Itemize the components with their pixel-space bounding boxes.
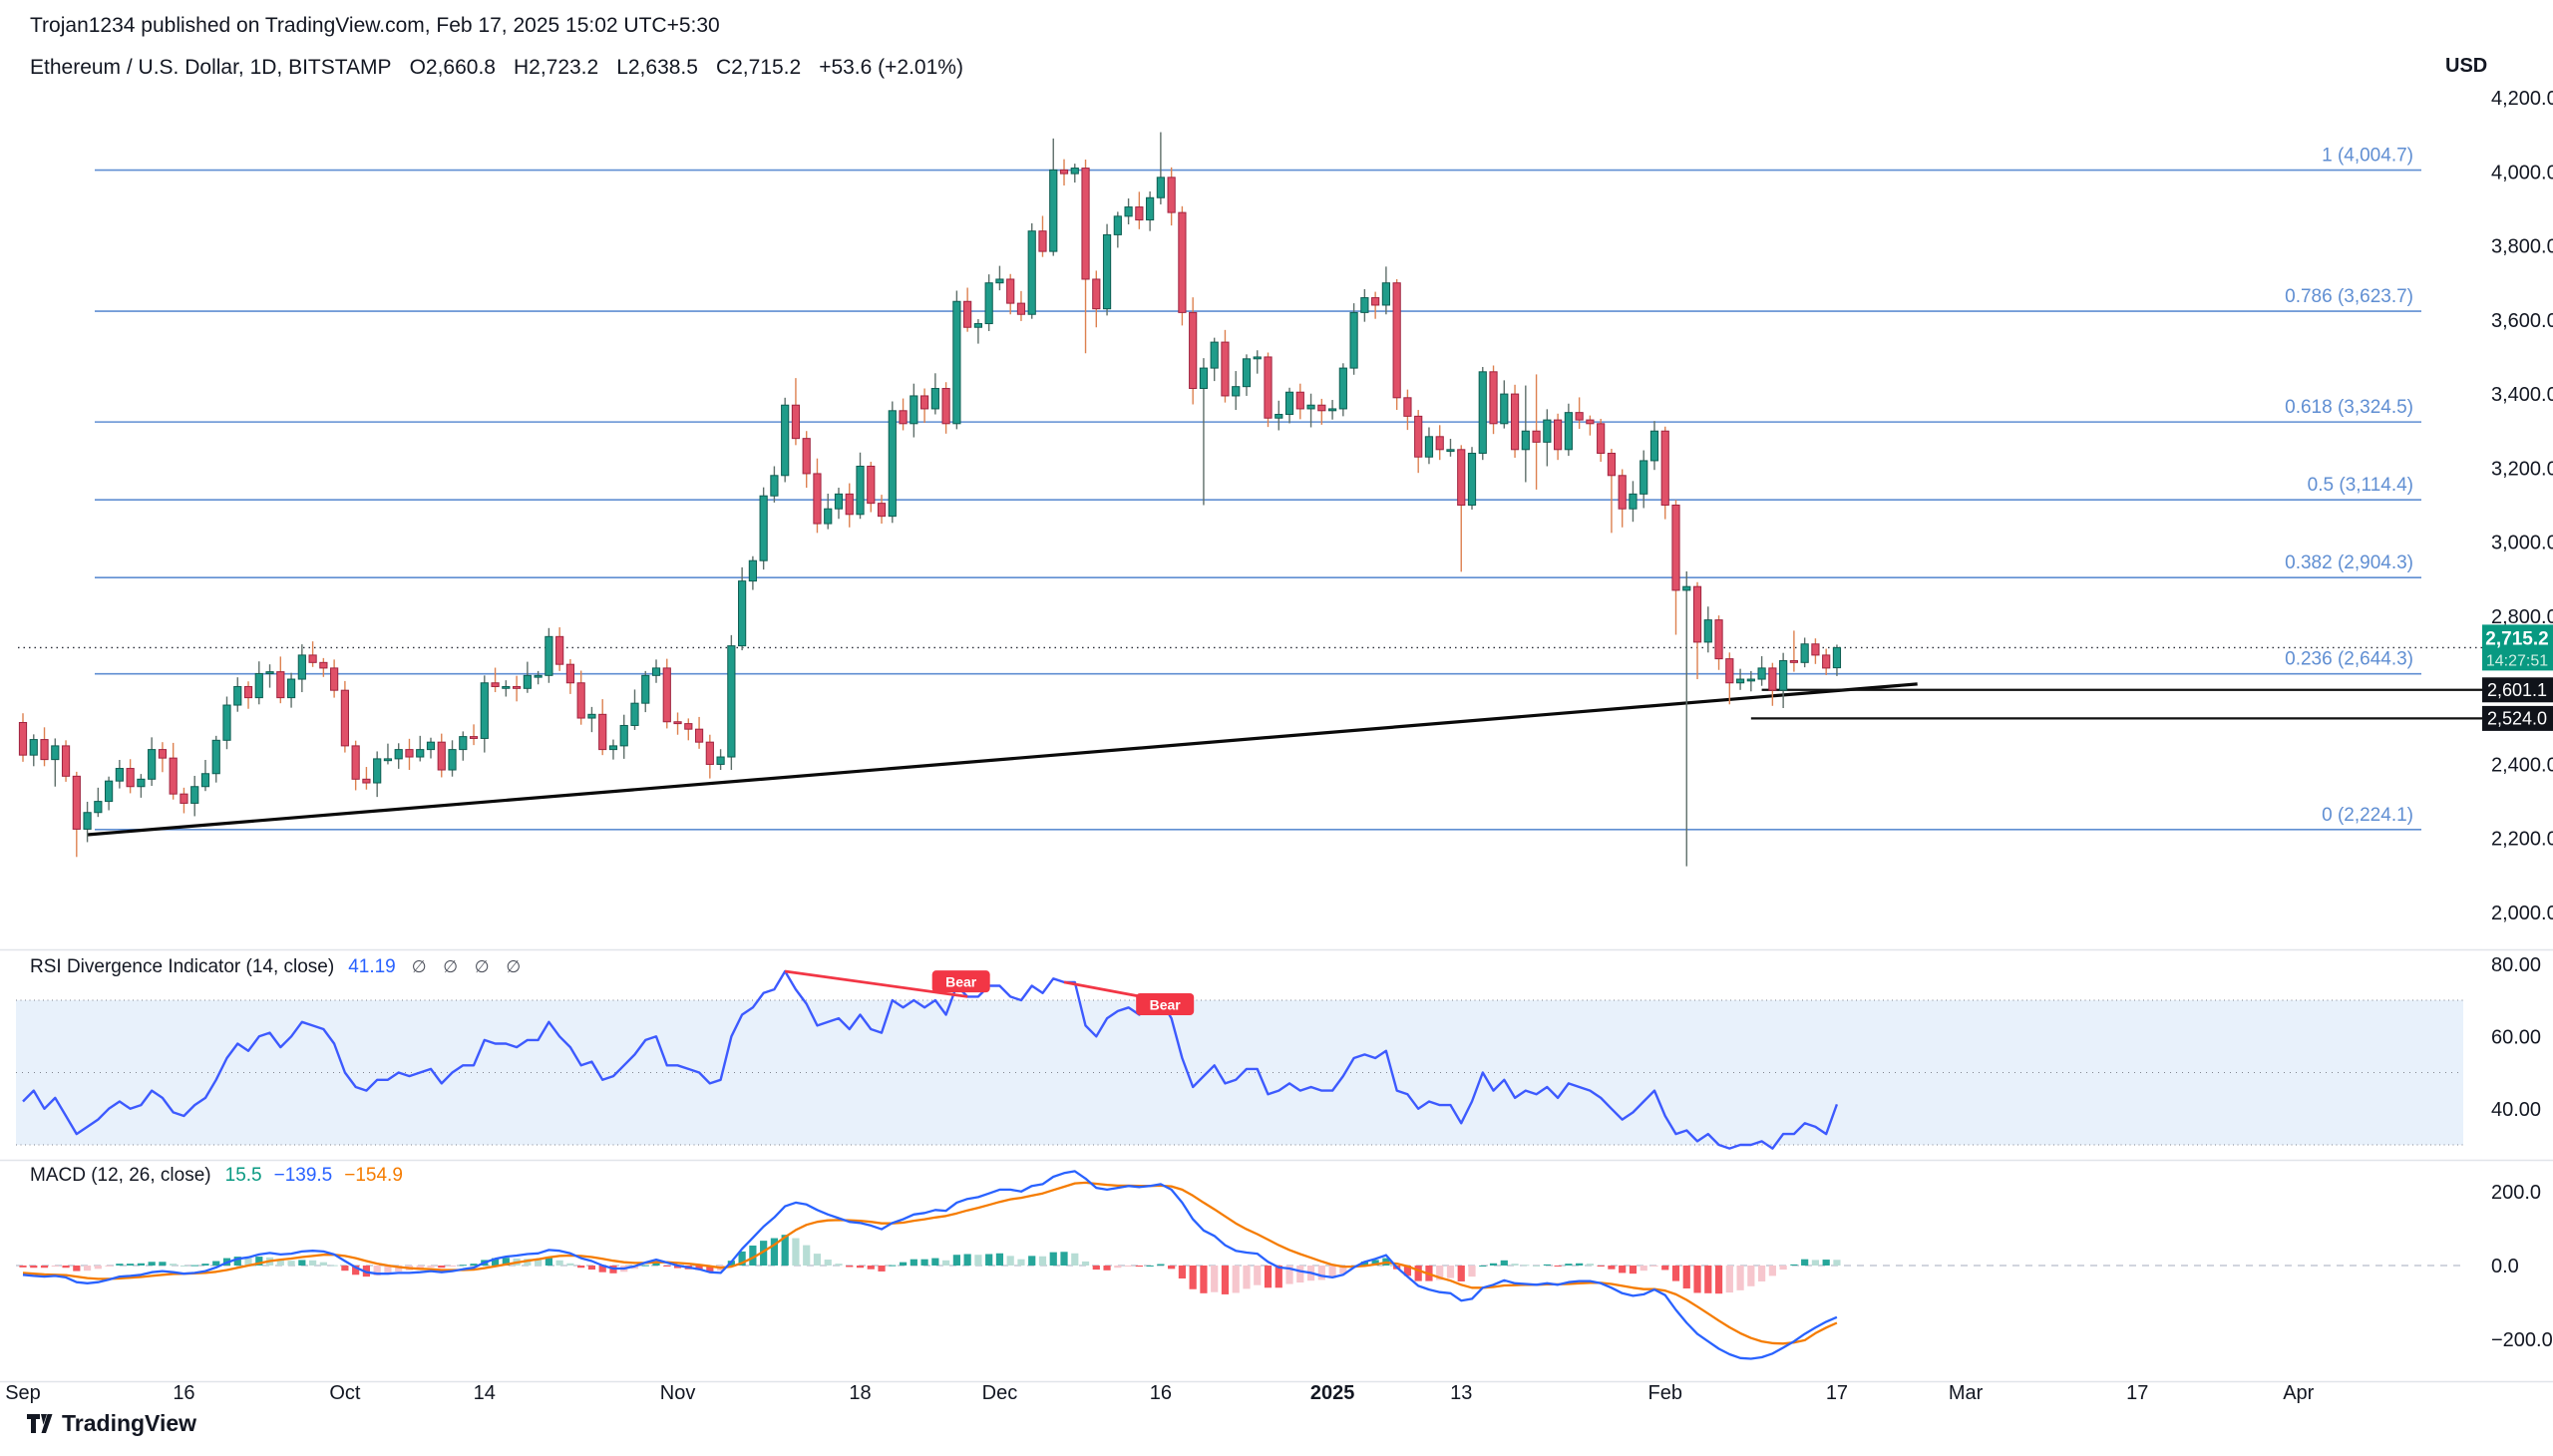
macd-indicator-name[interactable]: MACD (12, 26, close) [30,1165,211,1186]
svg-text:17: 17 [2126,1382,2148,1404]
bear-divergence-label[interactable] [1136,992,1195,1015]
svg-text:2,000.0: 2,000.0 [2491,903,2553,924]
level-price-tag [2482,705,2553,731]
svg-text:Bear: Bear [945,974,977,990]
fib-retracement: 1 (4,004.7) 0.786 (3,623.7) 0.618 (3,324.5… [95,146,2421,831]
tradingview-logo[interactable]: TradingView [26,1410,196,1437]
svg-text:Oct: Oct [329,1382,361,1404]
svg-text:2,524.0: 2,524.0 [2487,708,2547,728]
svg-text:2,400.0: 2,400.0 [2491,754,2553,776]
trendline-and-levels [87,682,2482,837]
svg-text:14: 14 [474,1382,496,1404]
svg-text:Dec: Dec [982,1382,1018,1404]
ohlc-close: C2,715.2 [715,56,802,79]
svg-text:0.786 (3,623.7): 0.786 (3,623.7) [2285,286,2413,307]
tradingview-logo-icon [27,1414,53,1433]
svg-text:0 (2,224.1): 0 (2,224.1) [2322,805,2413,826]
svg-text:0.0: 0.0 [2491,1256,2519,1277]
last-price-tag [2482,624,2553,671]
rsi-indicator-header: RSI Divergence Indicator (14, close) 41.1… [30,956,527,978]
svg-text:0.236 (2,644.3): 0.236 (2,644.3) [2285,649,2413,670]
svg-text:Bear: Bear [1150,996,1182,1012]
rsi-empty-values: ∅ ∅ ∅ ∅ [411,957,528,976]
svg-text:200.0: 200.0 [2491,1182,2541,1204]
rsi-pane: 80.00 60.00 40.00 Bear Bear [16,954,2541,1150]
svg-text:2,715.2: 2,715.2 [2485,628,2548,649]
svg-text:13: 13 [1450,1382,1472,1404]
ohlc-change: +53.6 (+2.01%) [819,56,963,79]
svg-text:0.5 (3,114.4): 0.5 (3,114.4) [2308,475,2413,496]
ohlc-low: L2,638.5 [616,56,698,79]
svg-text:4,200.0: 4,200.0 [2491,88,2553,110]
svg-text:16: 16 [1150,1382,1172,1404]
macd-hist-value: 15.5 [224,1165,262,1186]
svg-text:0.382 (2,904.3): 0.382 (2,904.3) [2285,552,2413,573]
currency-label[interactable]: USD [2445,55,2488,77]
rsi-line [22,969,1839,1150]
rsi-value: 41.19 [348,956,396,977]
trendline[interactable] [87,682,1918,837]
candles[interactable] [18,132,1842,867]
rsi-indicator-name[interactable]: RSI Divergence Indicator (14, close) [30,956,335,977]
svg-text:80.00: 80.00 [2491,954,2541,976]
macd-pane: 200.0 0.0 −200.0 [16,1170,2553,1360]
svg-text:3,600.0: 3,600.0 [2491,310,2553,332]
level-price-tag [2482,677,2553,703]
svg-text:Apr: Apr [2283,1382,2314,1404]
pane-dividers [0,948,2553,1383]
tradingview-logo-text: TradingView [62,1410,197,1436]
svg-text:18: 18 [849,1382,871,1404]
ohlc-high: H2,723.2 [513,56,599,79]
svg-text:2,601.1: 2,601.1 [2487,680,2547,700]
svg-text:2,800.0: 2,800.0 [2491,606,2553,628]
svg-text:4,000.0: 4,000.0 [2491,162,2553,183]
time-axis[interactable]: Sep 16 Oct 14 Nov 18 Dec 16 2025 13 Feb 17 Mar 17 Apr [5,1382,2314,1404]
svg-text:Mar: Mar [1949,1382,1984,1404]
chart-title: Ethereum / U.S. Dollar, 1D, BITSTAMP O2,6… [30,56,963,80]
svg-text:2,200.0: 2,200.0 [2491,829,2553,851]
svg-text:2025: 2025 [1310,1382,1355,1404]
svg-text:Nov: Nov [660,1382,696,1404]
macd-indicator-header: MACD (12, 26, close) 15.5 −139.5 −154.9 [30,1165,403,1187]
svg-text:17: 17 [1826,1382,1848,1404]
svg-text:3,200.0: 3,200.0 [2491,458,2553,480]
svg-text:14:27:51: 14:27:51 [2486,652,2548,669]
bear-divergence-label[interactable] [931,970,990,993]
symbol-title[interactable]: Ethereum / U.S. Dollar, 1D, BITSTAMP [30,56,392,79]
svg-text:3,000.0: 3,000.0 [2491,533,2553,554]
svg-text:Sep: Sep [5,1382,41,1404]
svg-text:60.00: 60.00 [2491,1026,2541,1048]
svg-text:−200.0: −200.0 [2491,1329,2553,1351]
ohlc-open: O2,660.8 [409,56,496,79]
svg-text:1 (4,004.7): 1 (4,004.7) [2322,146,2413,167]
svg-text:0.618 (3,324.5): 0.618 (3,324.5) [2285,397,2413,418]
macd-signal-line [22,1181,1838,1345]
svg-text:3,400.0: 3,400.0 [2491,384,2553,406]
svg-text:40.00: 40.00 [2491,1099,2541,1121]
price-scale[interactable]: 4,200.0 4,000.0 3,800.0 3,600.0 3,400.0 3,200… [2482,88,2553,924]
svg-text:3,800.0: 3,800.0 [2491,236,2553,258]
macd-line-value: −139.5 [273,1165,333,1186]
svg-text:16: 16 [173,1382,194,1404]
published-line: Trojan1234 published on TradingView.com,… [30,14,720,37]
macd-line [22,1170,1838,1360]
svg-text:Feb: Feb [1648,1382,1682,1404]
rsi-band [16,1000,2463,1145]
macd-signal-value: −154.9 [344,1165,403,1186]
